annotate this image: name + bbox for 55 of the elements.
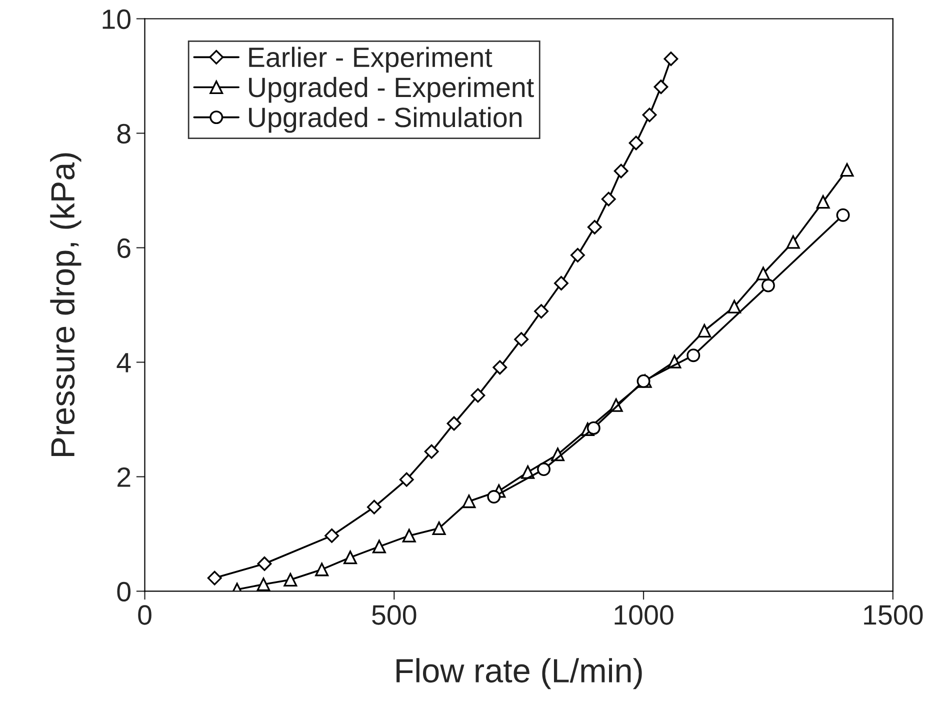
point [399,472,414,487]
point [257,556,272,571]
point [786,235,800,249]
point [664,52,678,66]
legend-label: Earlier - Experiment [249,46,492,73]
point [587,220,602,234]
point [642,108,657,122]
point [836,208,850,222]
point [487,490,501,504]
point [654,80,668,94]
point [601,192,616,206]
point [570,248,585,262]
point [207,570,222,586]
point [315,562,329,576]
point [686,348,700,362]
point [534,304,548,318]
point [554,276,568,290]
y-axis-title: Pressure drop, (kPa) [50,153,82,456]
x-tick-label: 0 [138,605,152,625]
y-tick-label: 4 [116,353,131,372]
y-tick-label: 10 [102,9,130,30]
y-tick-label: 2 [118,467,130,487]
point [728,300,742,314]
y-tick-label: 0 [117,582,130,602]
x-tick-label: 1000 [614,605,674,625]
x-tick-label: 1500 [864,605,923,625]
point [628,136,644,150]
point [344,550,357,564]
point [614,164,628,178]
x-tick-label: 500 [372,605,416,625]
point [492,360,508,375]
point [698,324,712,338]
point [816,195,830,209]
point [446,416,462,431]
point [537,462,551,476]
point [840,163,854,177]
x-axis-title: Flow rate (L/min) [396,658,642,690]
point [514,332,529,347]
point [424,444,439,459]
point [761,278,775,292]
point [462,494,476,508]
point [756,266,770,280]
point [432,522,446,535]
point [402,528,416,542]
legend-label: Upgraded - Experiment [249,76,534,103]
y-tick-label: 8 [117,124,130,144]
point [586,421,600,435]
point [284,573,298,587]
point [324,528,340,543]
y-tick-label: 6 [118,238,130,258]
point [372,540,386,554]
point [256,578,270,592]
point [366,500,382,514]
legend-label: Upgraded - Simulation [249,106,522,133]
point [470,388,486,403]
